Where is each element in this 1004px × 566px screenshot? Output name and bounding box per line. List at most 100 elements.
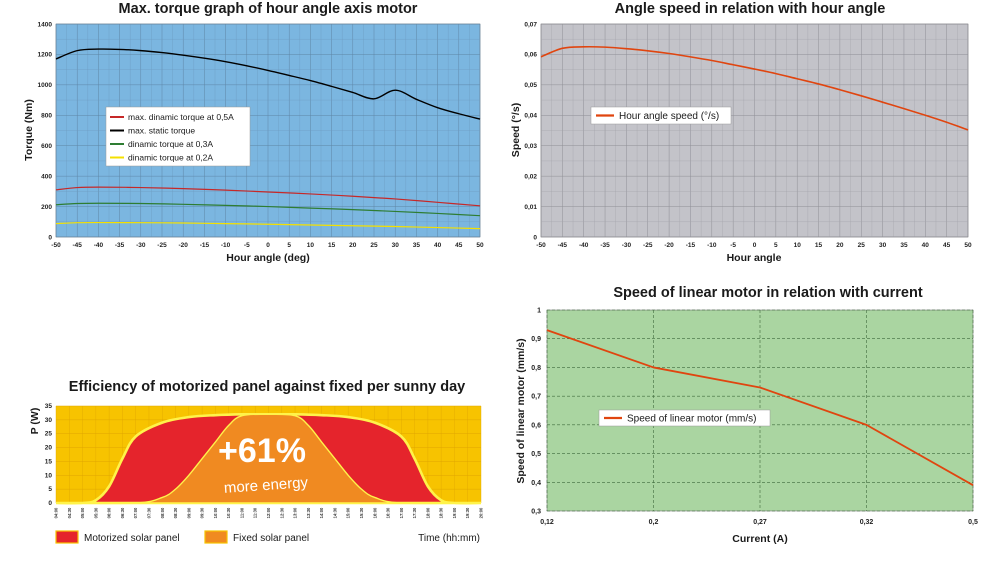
linear-motor-x-tick-label: 0,5 <box>968 519 978 526</box>
angle-speed-x-tick-label: 40 <box>922 242 930 249</box>
angle-speed-series-line <box>540 45 969 131</box>
linear-motor-legend-items: Speed of linear motor (mm/s) <box>604 414 757 425</box>
torque-x-tick-label: -10 <box>221 242 231 249</box>
efficiency-chart: Efficiency of motorized panel against fi… <box>29 379 484 544</box>
torque-x-tick-label: -35 <box>115 242 125 249</box>
angle-speed-grid <box>540 23 969 238</box>
efficiency-x-tick-label: 20:00 <box>479 507 484 518</box>
angle-speed-y-axis-label: Speed (°/s) <box>510 103 522 157</box>
linear-motor-series <box>546 329 974 486</box>
linear-motor-chart-title: Speed of linear motor in relation with c… <box>613 285 923 301</box>
angle-speed-x-tick-label: 45 <box>943 242 951 249</box>
torque-legend-items: max. dinamic torque at 0,5A max. static t… <box>110 112 234 163</box>
linear-motor-y-tick-label: 0,3 <box>531 509 541 516</box>
torque-chart: Max. torque graph of hour angle axis mot… <box>23 1 484 264</box>
angle-speed-y-tick-label: 0,01 <box>524 204 537 211</box>
torque-y-tick-label: 800 <box>41 113 52 120</box>
efficiency-y-tick-label: 10 <box>45 472 53 479</box>
torque-series-line <box>55 186 481 207</box>
angle-speed-x-tick-label: -45 <box>558 242 568 249</box>
angle-speed-x-tick-label: -50 <box>536 242 546 249</box>
efficiency-x-tick-label: 11:30 <box>253 507 258 518</box>
linear-motor-y-tick-label: 0,7 <box>531 394 541 401</box>
linear-motor-y-tick-label: 0,6 <box>531 422 541 429</box>
efficiency-x-tick-label: 17:00 <box>399 507 404 518</box>
torque-x-tick-label: 30 <box>392 242 400 249</box>
linear-motor-x-tick-label: 0,27 <box>753 519 767 526</box>
efficiency-x-tick-label: 05:30 <box>93 507 98 518</box>
torque-legend-label: dinamic torque at 0,2A <box>128 153 213 163</box>
angle-speed-legend-items: Hour angle speed (°/s) <box>596 111 719 122</box>
efficiency-areas <box>55 412 482 505</box>
linear-motor-y-tick-label: 0,9 <box>531 336 541 343</box>
efficiency-x-tick-label: 11:00 <box>239 507 244 518</box>
torque-x-tick-label: -20 <box>178 242 188 249</box>
torque-legend: max. dinamic torque at 0,5A max. static t… <box>105 106 251 167</box>
efficiency-x-tick-label: 12:00 <box>266 507 271 518</box>
efficiency-x-tick-label: 12:30 <box>279 507 284 518</box>
torque-x-tick-label: 0 <box>266 242 270 249</box>
angle-speed-x-tick-label: 15 <box>815 242 823 249</box>
angle-speed-y-ticks: 0 0,01 0,02 0,03 0,04 0,05 0,06 0,07 <box>524 21 537 241</box>
motorized-legend-label: Motorized solar panel <box>84 533 180 544</box>
angle-speed-y-tick-label: 0,05 <box>524 82 537 89</box>
efficiency-y-tick-label: 20 <box>45 445 53 452</box>
torque-y-tick-label: 400 <box>41 173 52 180</box>
efficiency-y-axis-label: P (W) <box>29 408 41 435</box>
torque-x-tick-label: 15 <box>328 242 336 249</box>
linear-motor-x-tick-label: 0,2 <box>649 519 659 526</box>
angle-speed-x-tick-label: 35 <box>900 242 908 249</box>
angle-speed-legend-box <box>590 106 732 125</box>
linear-motor-chart: Speed of linear motor in relation with c… <box>515 285 978 545</box>
linear-motor-x-tick-label: 0,32 <box>860 519 874 526</box>
torque-series-line <box>55 48 481 120</box>
torque-y-tick-label: 1200 <box>38 52 53 59</box>
efficiency-x-tick-label: 15:00 <box>346 507 351 518</box>
torque-x-tick-label: 25 <box>370 242 378 249</box>
linear-motor-x-ticks: 0,12 0,2 0,27 0,32 0,5 <box>540 519 978 526</box>
angle-speed-x-axis-label: Hour angle <box>727 252 782 264</box>
efficiency-x-tick-label: 16:30 <box>386 507 391 518</box>
torque-chart-title: Max. torque graph of hour angle axis mot… <box>119 1 418 17</box>
efficiency-y-tick-label: 0 <box>48 500 52 507</box>
torque-x-ticks: -50 -45 -40 -35 -30 -25 -20 -15 -10 -5 0 5 10 15 20 25 3… <box>51 242 484 249</box>
torque-x-tick-label: -30 <box>136 242 146 249</box>
torque-x-tick-label: 20 <box>349 242 357 249</box>
efficiency-x-tick-label: 17:30 <box>412 507 417 518</box>
angle-speed-y-tick-label: 0 <box>533 234 537 241</box>
efficiency-x-tick-label: 16:00 <box>372 507 377 518</box>
torque-y-tick-label: 1400 <box>38 21 53 28</box>
angle-speed-y-tick-label: 0,03 <box>524 143 537 150</box>
torque-x-tick-label: 50 <box>476 242 484 249</box>
angle-speed-chart: Angle speed in relation with hour angle … <box>510 1 972 264</box>
efficiency-x-tick-label: 08:00 <box>160 507 165 518</box>
linear-motor-y-tick-label: 1 <box>537 308 541 315</box>
efficiency-y-tick-label: 35 <box>45 403 53 410</box>
efficiency-y-tick-label: 15 <box>45 458 53 465</box>
linear-motor-series-line <box>546 329 974 486</box>
efficiency-x-tick-label: 10:30 <box>226 507 231 518</box>
efficiency-y-tick-label: 5 <box>48 486 52 493</box>
angle-speed-x-tick-label: -30 <box>622 242 632 249</box>
torque-x-tick-label: -40 <box>94 242 104 249</box>
torque-y-tick-label: 1000 <box>38 82 53 89</box>
torque-x-axis-label: Hour angle (deg) <box>226 252 309 264</box>
angle-speed-x-tick-label: -15 <box>686 242 696 249</box>
torque-series-line <box>55 221 481 230</box>
linear-motor-y-axis-label: Speed of linear motor (mm/s) <box>515 338 527 483</box>
efficiency-x-ticks: 04:00 04:30 05:00 05:30 06:00 06:30 07:00 07:30… <box>54 507 484 518</box>
torque-x-tick-label: -25 <box>157 242 167 249</box>
efficiency-x-tick-label: 06:00 <box>107 507 112 518</box>
efficiency-x-tick-label: 15:30 <box>359 507 364 518</box>
torque-y-axis-label: Torque (Nm) <box>23 99 35 161</box>
torque-x-tick-label: 5 <box>287 242 291 249</box>
fixed-legend-label: Fixed solar panel <box>233 533 309 544</box>
linear-motor-y-tick-label: 0,5 <box>531 451 541 458</box>
angle-speed-y-tick-label: 0,07 <box>524 21 537 28</box>
torque-legend-label: max. static torque <box>128 126 195 136</box>
angle-speed-x-tick-label: 10 <box>794 242 802 249</box>
efficiency-gain-value: +61% <box>218 432 306 470</box>
efficiency-x-tick-label: 13:30 <box>306 507 311 518</box>
efficiency-x-tick-label: 06:30 <box>120 507 125 518</box>
